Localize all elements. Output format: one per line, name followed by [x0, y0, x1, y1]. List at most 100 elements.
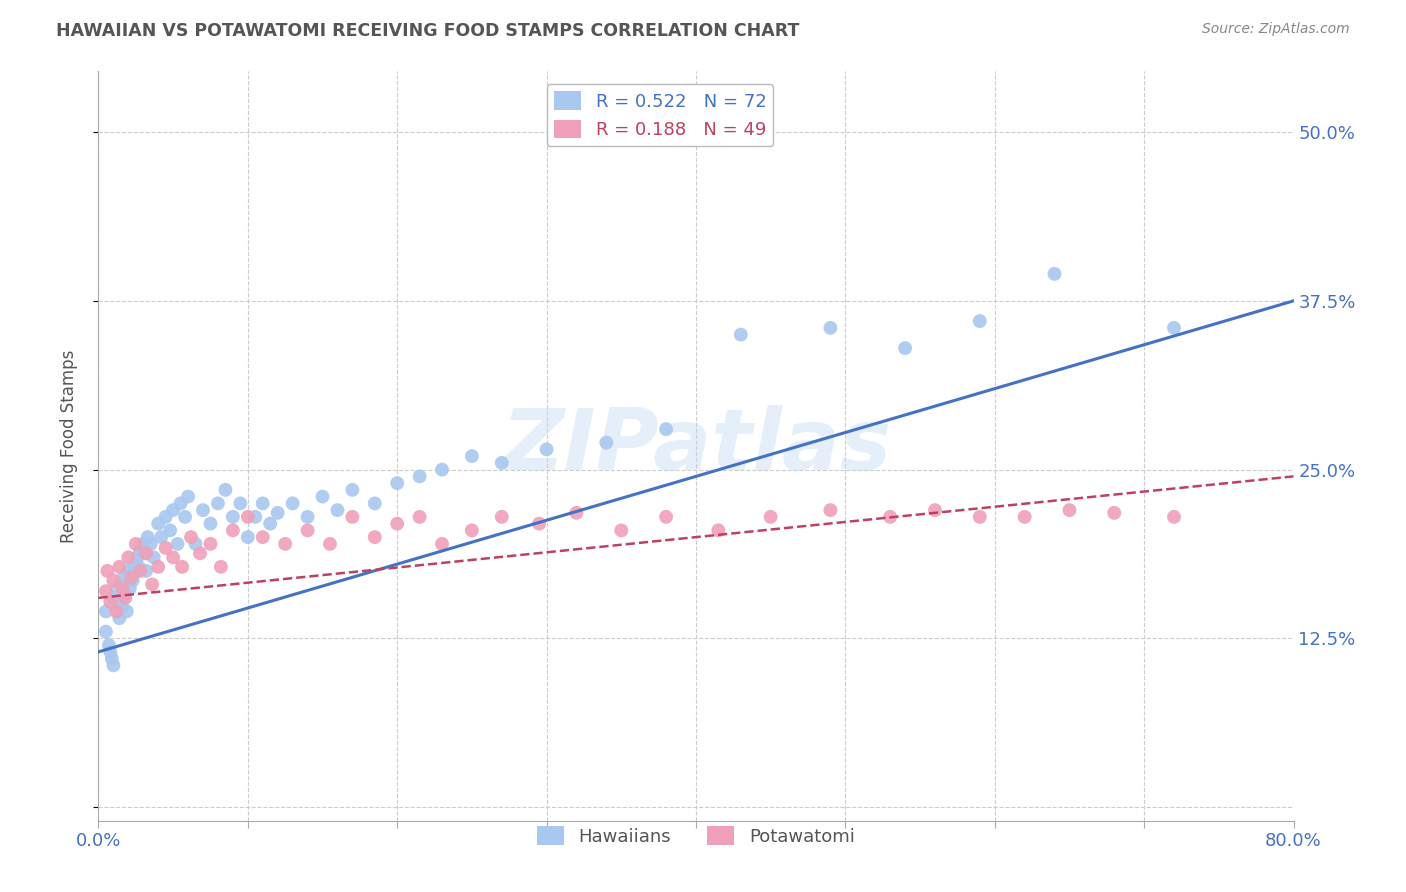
Point: [135, 564, 157, 578]
Point: [281, 496, 304, 510]
Point: [297, 524, 319, 538]
Point: [174, 509, 197, 524]
Point: [105, 604, 128, 618]
Point: [114, 591, 136, 605]
Text: HAWAIIAN VS POTAWATOMI RECEIVING FOOD STAMPS CORRELATION CHART: HAWAIIAN VS POTAWATOMI RECEIVING FOOD ST…: [56, 22, 800, 40]
Point: [491, 456, 513, 470]
Point: [150, 530, 173, 544]
Point: [136, 530, 159, 544]
Point: [148, 559, 170, 574]
Legend: Hawaiians, Potawatomi: Hawaiians, Potawatomi: [530, 819, 862, 853]
Point: [148, 516, 170, 531]
Point: [200, 516, 222, 531]
Text: ZIPatlas: ZIPatlas: [501, 404, 891, 488]
Point: [121, 574, 143, 588]
Point: [142, 550, 165, 565]
Point: [155, 509, 177, 524]
Point: [207, 496, 229, 510]
Point: [1059, 503, 1081, 517]
Point: [707, 524, 730, 538]
Point: [364, 496, 387, 510]
Point: [408, 509, 430, 524]
Point: [132, 537, 155, 551]
Point: [595, 435, 617, 450]
Point: [108, 559, 131, 574]
Point: [209, 559, 232, 574]
Point: [110, 577, 132, 591]
Point: [111, 582, 134, 596]
Point: [565, 506, 588, 520]
Point: [111, 600, 134, 615]
Point: [252, 530, 274, 544]
Point: [267, 506, 290, 520]
Point: [135, 546, 157, 560]
Point: [166, 537, 188, 551]
Point: [364, 530, 387, 544]
Point: [98, 595, 122, 609]
Point: [97, 638, 120, 652]
Point: [1104, 506, 1126, 520]
Point: [385, 516, 409, 531]
Point: [134, 546, 156, 560]
Point: [128, 559, 150, 574]
Point: [430, 462, 453, 476]
Point: [184, 537, 207, 551]
Point: [172, 559, 194, 574]
Point: [1014, 509, 1036, 524]
Point: [114, 587, 136, 601]
Point: [229, 496, 252, 510]
Point: [125, 564, 148, 578]
Point: [342, 483, 364, 497]
Point: [103, 658, 125, 673]
Point: [94, 584, 117, 599]
Point: [879, 509, 901, 524]
Point: [274, 537, 297, 551]
Point: [110, 591, 132, 605]
Point: [655, 422, 678, 436]
Text: Source: ZipAtlas.com: Source: ZipAtlas.com: [1202, 22, 1350, 37]
Point: [297, 509, 319, 524]
Point: [820, 321, 842, 335]
Point: [118, 582, 141, 596]
Y-axis label: Receiving Food Stamps: Receiving Food Stamps: [59, 350, 77, 542]
Point: [117, 564, 139, 578]
Point: [1043, 267, 1066, 281]
Point: [94, 604, 117, 618]
Point: [191, 503, 214, 517]
Point: [127, 550, 149, 565]
Point: [610, 524, 633, 538]
Point: [969, 314, 991, 328]
Point: [536, 442, 558, 457]
Point: [655, 509, 678, 524]
Point: [311, 490, 333, 504]
Point: [326, 503, 349, 517]
Point: [222, 524, 245, 538]
Point: [461, 524, 484, 538]
Point: [408, 469, 430, 483]
Point: [169, 496, 191, 510]
Point: [105, 584, 128, 599]
Point: [236, 530, 259, 544]
Point: [924, 503, 946, 517]
Point: [385, 476, 409, 491]
Point: [101, 651, 124, 665]
Point: [1163, 321, 1185, 335]
Point: [214, 483, 236, 497]
Point: [491, 509, 513, 524]
Point: [98, 645, 122, 659]
Point: [222, 509, 245, 524]
Point: [820, 503, 842, 517]
Point: [969, 509, 991, 524]
Point: [252, 496, 274, 510]
Point: [129, 543, 152, 558]
Point: [129, 564, 152, 578]
Point: [117, 550, 139, 565]
Point: [108, 611, 131, 625]
Point: [200, 537, 222, 551]
Point: [236, 509, 259, 524]
Point: [159, 524, 181, 538]
Point: [319, 537, 342, 551]
Point: [112, 571, 135, 585]
Point: [103, 574, 125, 588]
Point: [527, 516, 550, 531]
